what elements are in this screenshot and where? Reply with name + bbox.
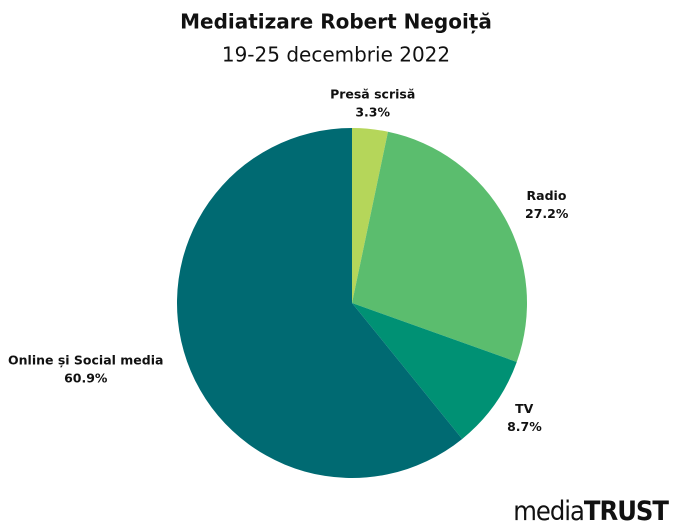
chart-subtitle: 19-25 decembrie 2022 xyxy=(222,43,450,67)
pie-slice xyxy=(176,128,463,479)
slice-value: 8.7% xyxy=(507,419,542,434)
slice-label: Radio xyxy=(527,188,567,203)
slice-label: TV xyxy=(515,401,534,416)
slice-value: 60.9% xyxy=(64,370,108,385)
chart-title: Mediatizare Robert Negoiță xyxy=(180,10,492,34)
pie-slice xyxy=(352,128,388,303)
slice-value: 3.3% xyxy=(355,105,390,120)
logo-light: media xyxy=(513,496,584,527)
slice-label: Online și Social media xyxy=(8,352,163,367)
logo-bold: TRUST xyxy=(584,496,669,527)
logo: mediaTRUST xyxy=(513,496,669,527)
pie-slice xyxy=(352,303,517,439)
slice-value: 27.2% xyxy=(525,206,569,221)
pie-slice xyxy=(352,131,528,362)
slice-label: Presă scrisă xyxy=(330,87,415,102)
